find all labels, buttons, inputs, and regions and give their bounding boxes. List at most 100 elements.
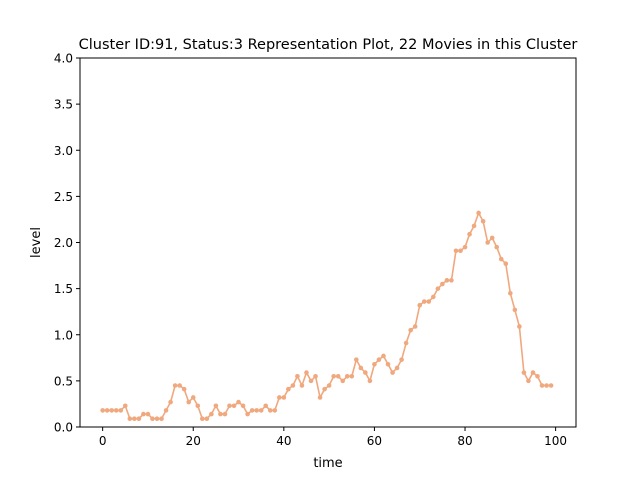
data-point xyxy=(512,307,518,313)
data-point xyxy=(440,281,445,287)
data-point xyxy=(177,383,182,388)
data-point xyxy=(222,411,228,417)
data-point xyxy=(204,416,210,421)
data-point xyxy=(240,403,246,409)
data-point xyxy=(322,386,327,392)
y-axis-label: level xyxy=(29,227,44,258)
data-point xyxy=(530,370,536,375)
data-point xyxy=(544,383,549,388)
data-point xyxy=(372,361,377,367)
data-point xyxy=(494,244,500,250)
data-point xyxy=(458,248,463,254)
x-tick-label: 100 xyxy=(544,434,567,448)
data-point xyxy=(476,210,481,216)
data-point xyxy=(190,395,196,400)
data-point xyxy=(517,324,522,329)
data-point xyxy=(421,299,427,304)
data-point xyxy=(526,378,531,384)
data-point xyxy=(390,370,395,375)
data-point xyxy=(498,256,504,262)
data-point xyxy=(200,416,205,421)
data-point xyxy=(503,261,509,267)
y-axis-ticks: 0.0 0.5 1.0 1.5 2.0 2.5 3.0 3.5 4.0 xyxy=(54,52,80,435)
data-point xyxy=(132,416,137,421)
data-point xyxy=(254,408,259,413)
data-point xyxy=(163,408,169,413)
data-point xyxy=(104,408,110,413)
data-point xyxy=(295,373,300,379)
data-point xyxy=(394,365,400,371)
data-point xyxy=(168,399,173,405)
data-point xyxy=(471,223,477,229)
data-point xyxy=(363,370,368,375)
data-point xyxy=(349,373,355,379)
y-tick-label: 4.0 xyxy=(54,52,73,66)
data-point xyxy=(150,416,155,421)
data-point xyxy=(195,403,201,409)
data-point xyxy=(548,383,554,388)
data-point xyxy=(489,235,495,241)
data-point xyxy=(236,399,241,405)
data-point xyxy=(417,302,423,308)
data-point xyxy=(521,370,527,375)
data-point xyxy=(122,403,128,409)
data-point xyxy=(272,408,278,413)
data-point xyxy=(317,395,323,400)
x-axis-ticks: 0 20 40 60 80 100 xyxy=(99,427,567,448)
x-tick-label: 40 xyxy=(276,434,291,448)
data-point xyxy=(263,403,269,409)
data-point xyxy=(186,399,192,405)
data-point xyxy=(277,395,282,400)
data-point xyxy=(508,290,513,296)
data-point xyxy=(118,408,124,413)
x-tick-label: 60 xyxy=(367,434,382,448)
data-point xyxy=(100,408,105,413)
y-tick-label: 2.5 xyxy=(54,190,73,204)
data-point xyxy=(136,416,142,421)
data-point xyxy=(453,248,459,254)
data-point xyxy=(335,373,341,379)
data-point xyxy=(109,408,115,413)
x-axis-label: time xyxy=(313,456,342,471)
chart-title: Cluster ID:91, Status:3 Representation P… xyxy=(79,37,578,53)
data-point xyxy=(245,411,250,417)
data-point xyxy=(299,383,305,388)
data-point xyxy=(399,357,404,362)
y-tick-label: 0.5 xyxy=(54,374,73,388)
data-point xyxy=(403,340,409,346)
data-point xyxy=(449,278,454,283)
data-point xyxy=(145,411,151,417)
data-point xyxy=(218,411,223,417)
y-tick-label: 0.0 xyxy=(54,421,73,435)
data-point xyxy=(354,357,359,362)
data-point xyxy=(412,324,418,329)
axes-frame xyxy=(79,57,577,428)
y-tick-label: 2.0 xyxy=(54,236,73,250)
x-tick-label: 0 xyxy=(99,434,107,448)
data-point xyxy=(340,378,346,384)
data-point xyxy=(213,403,219,409)
data-point xyxy=(267,408,273,413)
data-point xyxy=(331,373,336,379)
data-point xyxy=(172,383,178,388)
data-point xyxy=(281,395,287,400)
data-point xyxy=(308,378,314,384)
x-tick-label: 80 xyxy=(457,434,472,448)
data-point xyxy=(426,299,432,304)
data-point xyxy=(462,244,468,250)
data-point xyxy=(154,416,160,421)
data-point xyxy=(367,378,373,384)
data-point xyxy=(304,370,309,375)
data-point xyxy=(535,373,540,379)
data-point xyxy=(181,386,187,392)
data-point xyxy=(258,408,264,413)
data-point xyxy=(385,361,391,367)
data-point xyxy=(381,353,386,359)
data-point xyxy=(444,278,450,283)
y-tick-label: 3.5 xyxy=(54,98,73,112)
data-point xyxy=(113,408,119,413)
data-point xyxy=(408,327,413,333)
data-point xyxy=(435,286,441,291)
y-tick-label: 1.0 xyxy=(54,328,73,342)
data-point xyxy=(344,373,350,379)
